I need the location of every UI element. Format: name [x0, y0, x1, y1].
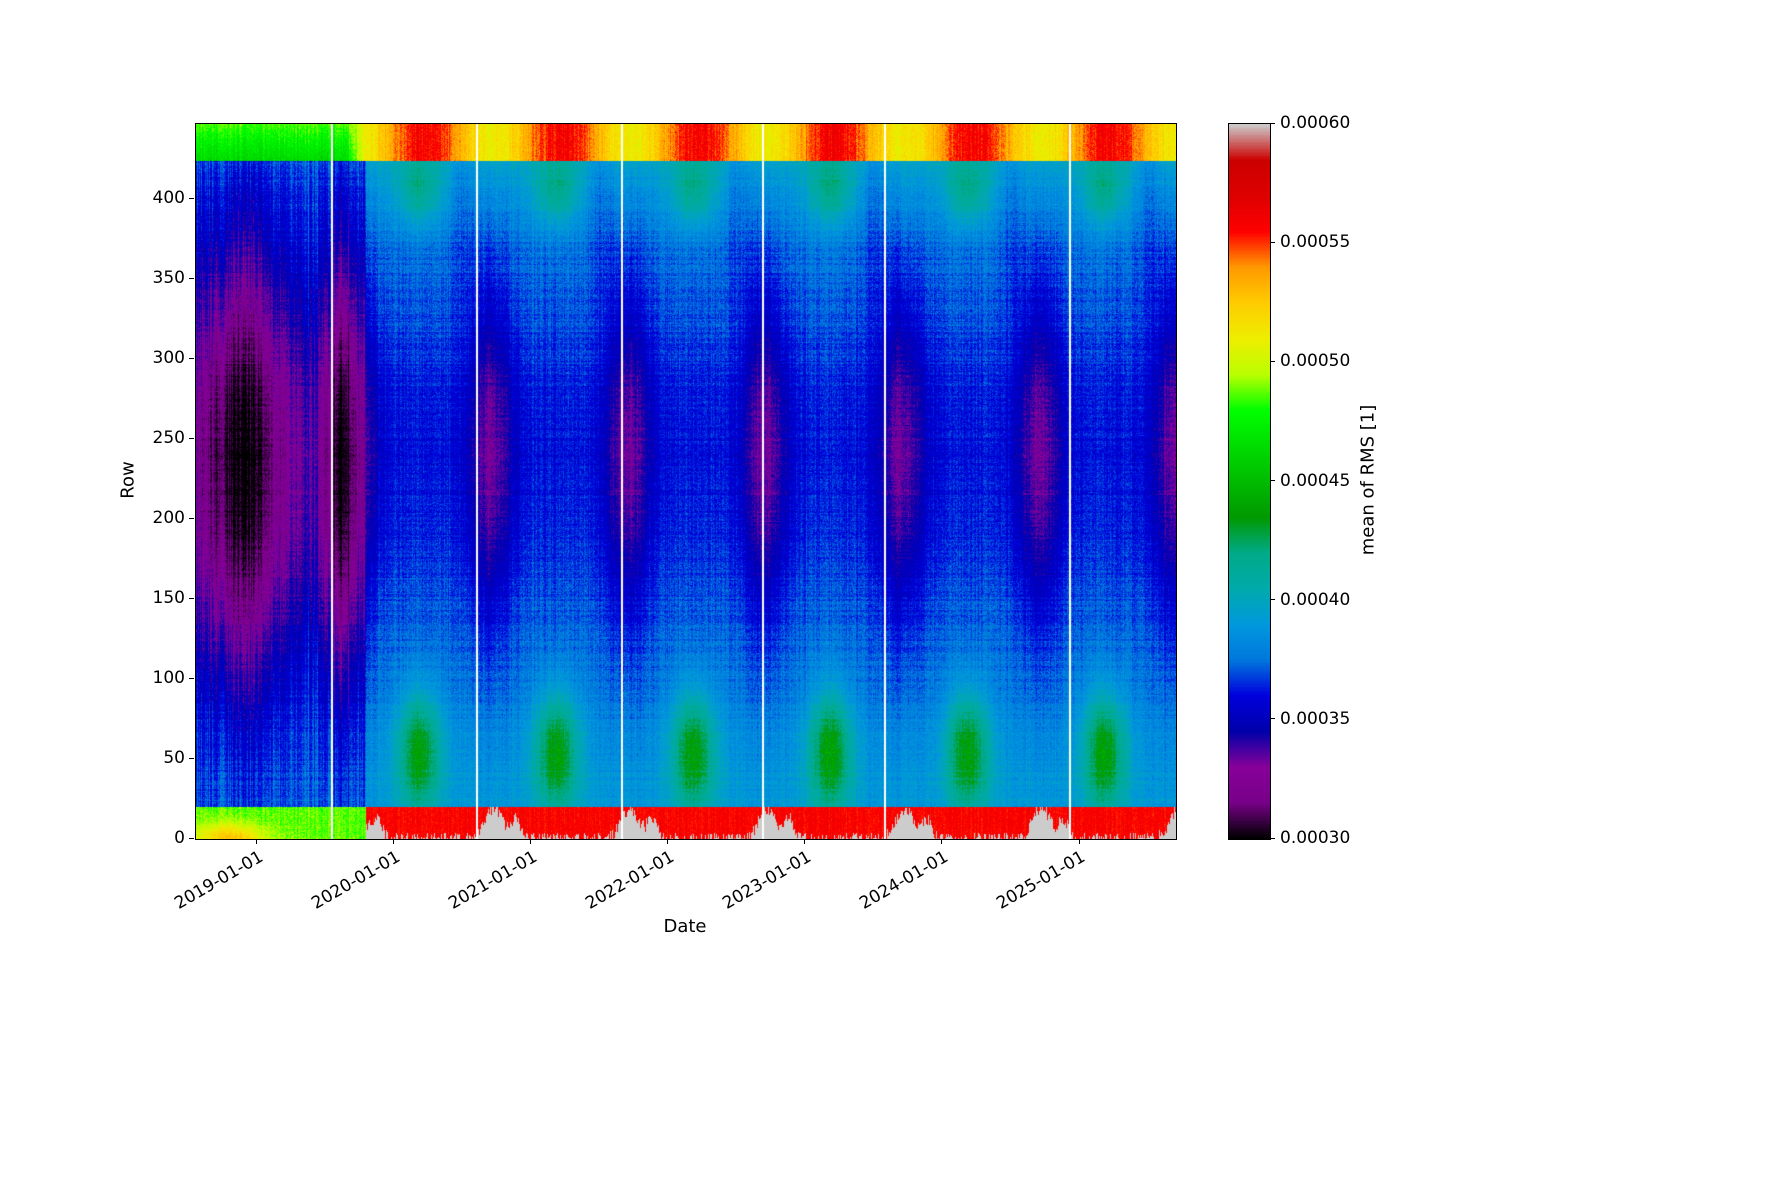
colorbar-tick-mark — [1270, 122, 1275, 124]
x-tick-mark — [804, 839, 806, 844]
y-tick-label: 50 — [163, 748, 185, 769]
y-tick-mark — [189, 837, 194, 839]
x-tick-mark — [256, 839, 258, 844]
colorbar-tick-mark — [1270, 599, 1275, 601]
x-tick-label: 2021-01-01 — [445, 847, 541, 914]
colorbar-tick-mark — [1270, 718, 1275, 720]
colorbar — [1228, 123, 1271, 840]
y-tick-label: 0 — [174, 828, 185, 848]
y-tick-mark — [189, 437, 194, 439]
x-tick-label: 2020-01-01 — [308, 847, 404, 914]
x-axis-title: Date — [663, 916, 707, 937]
x-tick-mark — [1078, 839, 1080, 844]
x-tick-mark — [393, 839, 395, 844]
y-tick-mark — [189, 517, 194, 519]
x-tick-label: 2025-01-01 — [993, 847, 1090, 914]
y-tick-label: 250 — [152, 428, 185, 449]
y-tick-mark — [189, 597, 194, 599]
y-tick-label: 300 — [152, 348, 185, 369]
colorbar-tick-mark — [1270, 837, 1275, 839]
x-tick-label: 2022-01-01 — [582, 847, 678, 914]
colorbar-tick-label: 0.00045 — [1280, 470, 1351, 491]
colorbar-tick-label: 0.00055 — [1280, 232, 1351, 253]
x-tick-label: 2024-01-01 — [856, 847, 952, 914]
heatmap-canvas — [196, 124, 1176, 839]
heatmap-plot — [195, 123, 1177, 840]
colorbar-tick-mark — [1270, 241, 1275, 243]
x-tick-label: 2023-01-01 — [719, 847, 815, 914]
y-axis-title-text: Row — [117, 461, 139, 499]
y-tick-label: 400 — [152, 188, 185, 209]
colorbar-tick-mark — [1270, 480, 1275, 481]
colorbar-tick-label: 0.00060 — [1280, 113, 1351, 133]
colorbar-tick-mark — [1270, 360, 1275, 362]
colorbar-tick-label: 0.00035 — [1280, 708, 1351, 729]
y-tick-mark — [189, 757, 194, 759]
y-tick-label: 200 — [152, 508, 185, 529]
y-tick-mark — [189, 197, 194, 199]
y-tick-label: 350 — [152, 268, 185, 289]
colorbar-tick-label: 0.00050 — [1280, 351, 1351, 372]
y-tick-mark — [189, 277, 194, 279]
y-tick-label: 100 — [152, 668, 185, 689]
y-tick-mark — [189, 677, 194, 679]
x-tick-mark — [530, 839, 532, 844]
colorbar-tick-label: 0.00040 — [1280, 589, 1351, 610]
x-tick-mark — [667, 839, 669, 844]
colorbar-title-text: mean of RMS [1] — [1357, 404, 1379, 556]
y-tick-label: 150 — [152, 588, 185, 609]
x-tick-mark — [941, 839, 943, 844]
colorbar-canvas — [1229, 124, 1270, 839]
x-tick-label: 2019-01-01 — [171, 847, 267, 914]
colorbar-tick-label: 0.00030 — [1280, 828, 1351, 848]
y-tick-mark — [189, 357, 194, 359]
